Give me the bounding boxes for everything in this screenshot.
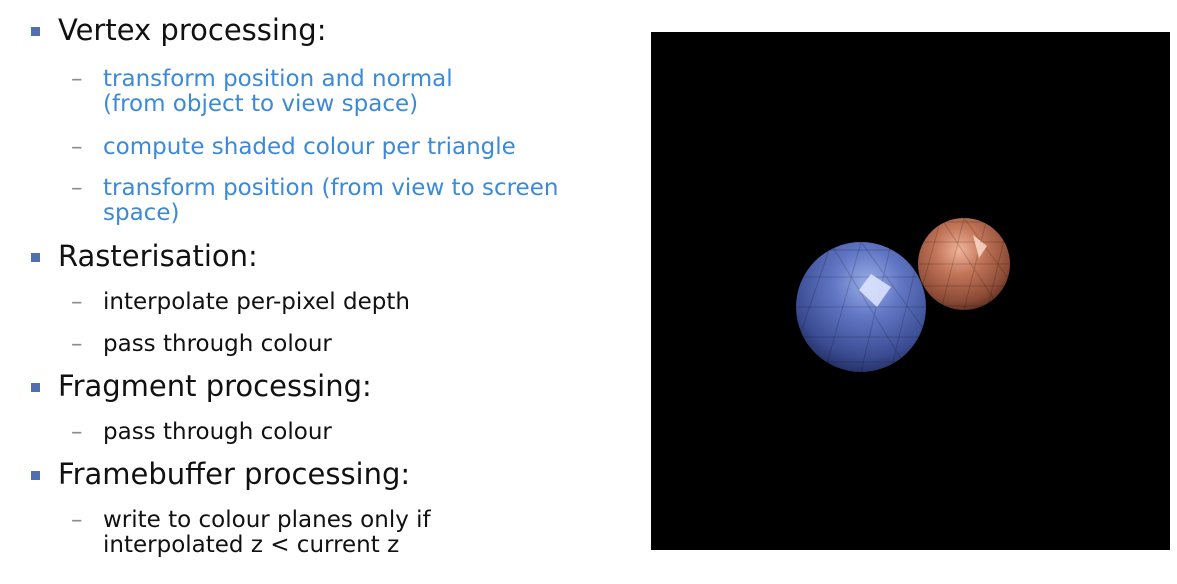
subitem-compute-shaded-colour: – compute shaded colour per triangle: [28, 135, 703, 160]
bullet-framebuffer-processing: Framebuffer processing:: [28, 458, 658, 491]
subitem-text: compute shaded colour per triangle: [103, 134, 516, 160]
subitem-write-colour-planes: – write to colour planes only if interpo…: [28, 508, 703, 558]
subitem-text: transform position and normal (from obje…: [103, 66, 453, 117]
bullet-label: Framebuffer processing:: [58, 457, 411, 491]
dash-icon: –: [71, 289, 83, 315]
blue-sphere: [796, 242, 926, 372]
bullet-square-icon: [31, 471, 40, 480]
subitem-pass-through-colour: – pass through colour: [28, 332, 703, 357]
rendered-spheres-image: [651, 32, 1170, 550]
subitem-text: pass through colour: [103, 331, 332, 357]
subitem-text: interpolate per-pixel depth: [103, 289, 410, 315]
dash-icon: –: [71, 419, 83, 445]
bullet-label: Fragment processing:: [58, 369, 372, 403]
dash-icon: –: [71, 175, 83, 201]
bullet-rasterisation: Rasterisation:: [28, 240, 658, 273]
dash-icon: –: [71, 507, 83, 533]
bullet-square-icon: [31, 253, 40, 262]
bullet-square-icon: [31, 383, 40, 392]
bullet-vertex-processing: Vertex processing:: [28, 14, 658, 47]
subitem-pass-through-colour: – pass through colour: [28, 420, 703, 445]
dash-icon: –: [71, 66, 83, 92]
subitem-text: transform position (from view to screen …: [103, 175, 559, 226]
spheres-illustration: [796, 218, 1010, 372]
dash-icon: –: [71, 134, 83, 160]
copper-sphere: [918, 218, 1010, 310]
dash-icon: –: [71, 331, 83, 357]
bullet-fragment-processing: Fragment processing:: [28, 370, 658, 403]
subitem-text: write to colour planes only if interpola…: [103, 507, 431, 558]
bullet-label: Vertex processing:: [58, 13, 327, 47]
bullet-label: Rasterisation:: [58, 239, 258, 273]
subitem-transform-position-normal: – transform position and normal (from ob…: [28, 67, 703, 117]
bullet-square-icon: [31, 27, 40, 36]
subitem-text: pass through colour: [103, 419, 332, 445]
subitem-transform-position-screen: – transform position (from view to scree…: [28, 176, 703, 226]
subitem-interpolate-depth: – interpolate per-pixel depth: [28, 290, 703, 315]
